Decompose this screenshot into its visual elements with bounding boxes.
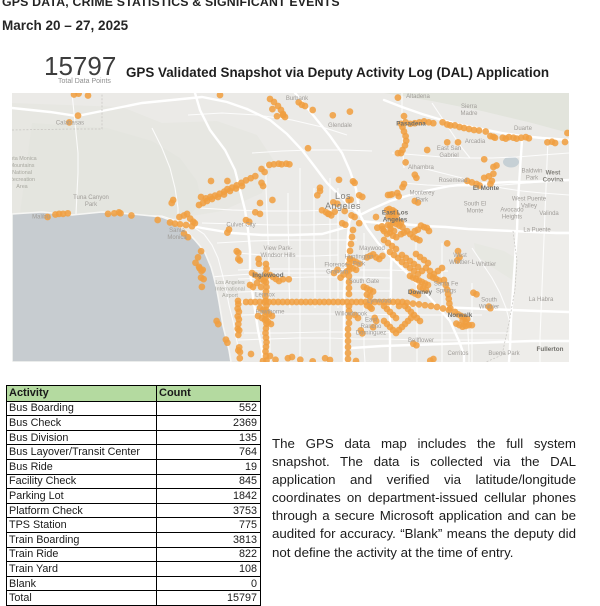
- svg-text:Glendale: Glendale: [328, 123, 353, 129]
- svg-text:Covina: Covina: [543, 177, 564, 184]
- svg-text:Park: Park: [526, 176, 539, 182]
- svg-text:Duarte: Duarte: [514, 126, 533, 132]
- svg-text:West: West: [546, 170, 561, 177]
- svg-text:East Los: East Los: [382, 210, 409, 217]
- svg-text:View Park-: View Park-: [264, 246, 293, 252]
- svg-text:Heights: Heights: [502, 215, 522, 221]
- svg-text:Madre: Madre: [460, 111, 478, 117]
- svg-text:La Habra: La Habra: [529, 297, 554, 303]
- svg-text:Monte: Monte: [467, 209, 484, 215]
- svg-text:Tuna Canyon: Tuna Canyon: [73, 195, 109, 201]
- svg-text:West Puente: West Puente: [512, 197, 547, 203]
- svg-text:Windsor Hills: Windsor Hills: [260, 253, 295, 259]
- svg-text:Whittier-L: Whittier-L: [449, 260, 475, 266]
- svg-text:Gabriel: Gabriel: [439, 153, 458, 159]
- svg-text:Whittier: Whittier: [479, 305, 499, 311]
- svg-text:Maywood: Maywood: [359, 246, 385, 252]
- svg-text:Cerritos: Cerritos: [447, 351, 468, 357]
- svg-text:Graham: Graham: [326, 270, 348, 276]
- svg-text:anta Monica: anta Monica: [12, 156, 37, 162]
- svg-text:East San: East San: [437, 146, 461, 152]
- svg-text:Huntington: Huntington: [344, 255, 373, 261]
- svg-text:National: National: [12, 170, 32, 176]
- svg-text:South: South: [481, 298, 497, 304]
- svg-text:Avocado: Avocado: [500, 208, 524, 214]
- svg-text:Valley: Valley: [521, 204, 537, 210]
- svg-text:Norwalk: Norwalk: [448, 312, 473, 319]
- svg-text:Lennox: Lennox: [255, 293, 275, 299]
- svg-text:Hawthorne: Hawthorne: [255, 310, 285, 316]
- svg-text:Los Angeles: Los Angeles: [215, 280, 245, 286]
- svg-text:Buena Park: Buena Park: [488, 351, 520, 357]
- svg-text:Culver City: Culver City: [226, 223, 255, 229]
- svg-text:El Monte: El Monte: [473, 185, 500, 192]
- svg-text:Whittier: Whittier: [476, 262, 496, 268]
- svg-text:Arcadia: Arcadia: [465, 139, 486, 145]
- svg-text:Santa Fe: Santa Fe: [434, 282, 459, 288]
- svg-text:Burbank: Burbank: [286, 96, 309, 102]
- svg-text:Inglewood: Inglewood: [252, 272, 283, 279]
- svg-text:International: International: [215, 287, 245, 293]
- svg-text:Calabasas: Calabasas: [56, 121, 84, 127]
- svg-text:Baldwin: Baldwin: [521, 169, 542, 175]
- svg-text:Park: Park: [416, 198, 429, 204]
- svg-text:Mountains: Mountains: [12, 163, 35, 169]
- svg-text:Pasadena: Pasadena: [396, 121, 426, 128]
- svg-text:La Puente: La Puente: [523, 228, 551, 234]
- svg-text:Valinda: Valinda: [539, 211, 559, 217]
- svg-text:Willowbrook: Willowbrook: [335, 312, 368, 318]
- svg-text:West: West: [453, 253, 467, 259]
- svg-text:Rancho: Rancho: [361, 324, 382, 330]
- svg-text:Fullerton: Fullerton: [537, 346, 564, 353]
- svg-text:Lynwood: Lynwood: [367, 299, 391, 305]
- svg-text:Angeles: Angeles: [383, 217, 408, 224]
- svg-text:Monica: Monica: [167, 235, 187, 241]
- svg-text:Florence-: Florence-: [324, 263, 349, 269]
- svg-text:Santa: Santa: [169, 228, 185, 234]
- svg-text:South El: South El: [464, 202, 487, 208]
- svg-text:Dominguez: Dominguez: [356, 331, 386, 337]
- svg-text:Recreation: Recreation: [12, 177, 35, 183]
- svg-text:Park: Park: [85, 202, 98, 208]
- svg-text:Rosemead: Rosemead: [438, 178, 467, 184]
- svg-text:South Gate: South Gate: [349, 279, 380, 285]
- svg-text:Los: Los: [335, 191, 351, 201]
- svg-text:Alhambra: Alhambra: [408, 165, 434, 171]
- svg-text:Downey: Downey: [408, 289, 433, 296]
- svg-text:Monterey: Monterey: [409, 191, 434, 197]
- svg-text:East: East: [365, 318, 377, 324]
- svg-text:Malibu: Malibu: [32, 215, 50, 221]
- svg-text:Bellflower: Bellflower: [408, 338, 434, 344]
- svg-text:Park: Park: [353, 262, 366, 268]
- svg-text:Area: Area: [16, 184, 27, 190]
- svg-text:Sierra: Sierra: [461, 104, 478, 110]
- svg-text:Angeles: Angeles: [325, 201, 361, 211]
- svg-text:Springs: Springs: [436, 289, 456, 295]
- svg-text:Airport: Airport: [222, 293, 238, 299]
- svg-text:Altadena: Altadena: [406, 94, 430, 100]
